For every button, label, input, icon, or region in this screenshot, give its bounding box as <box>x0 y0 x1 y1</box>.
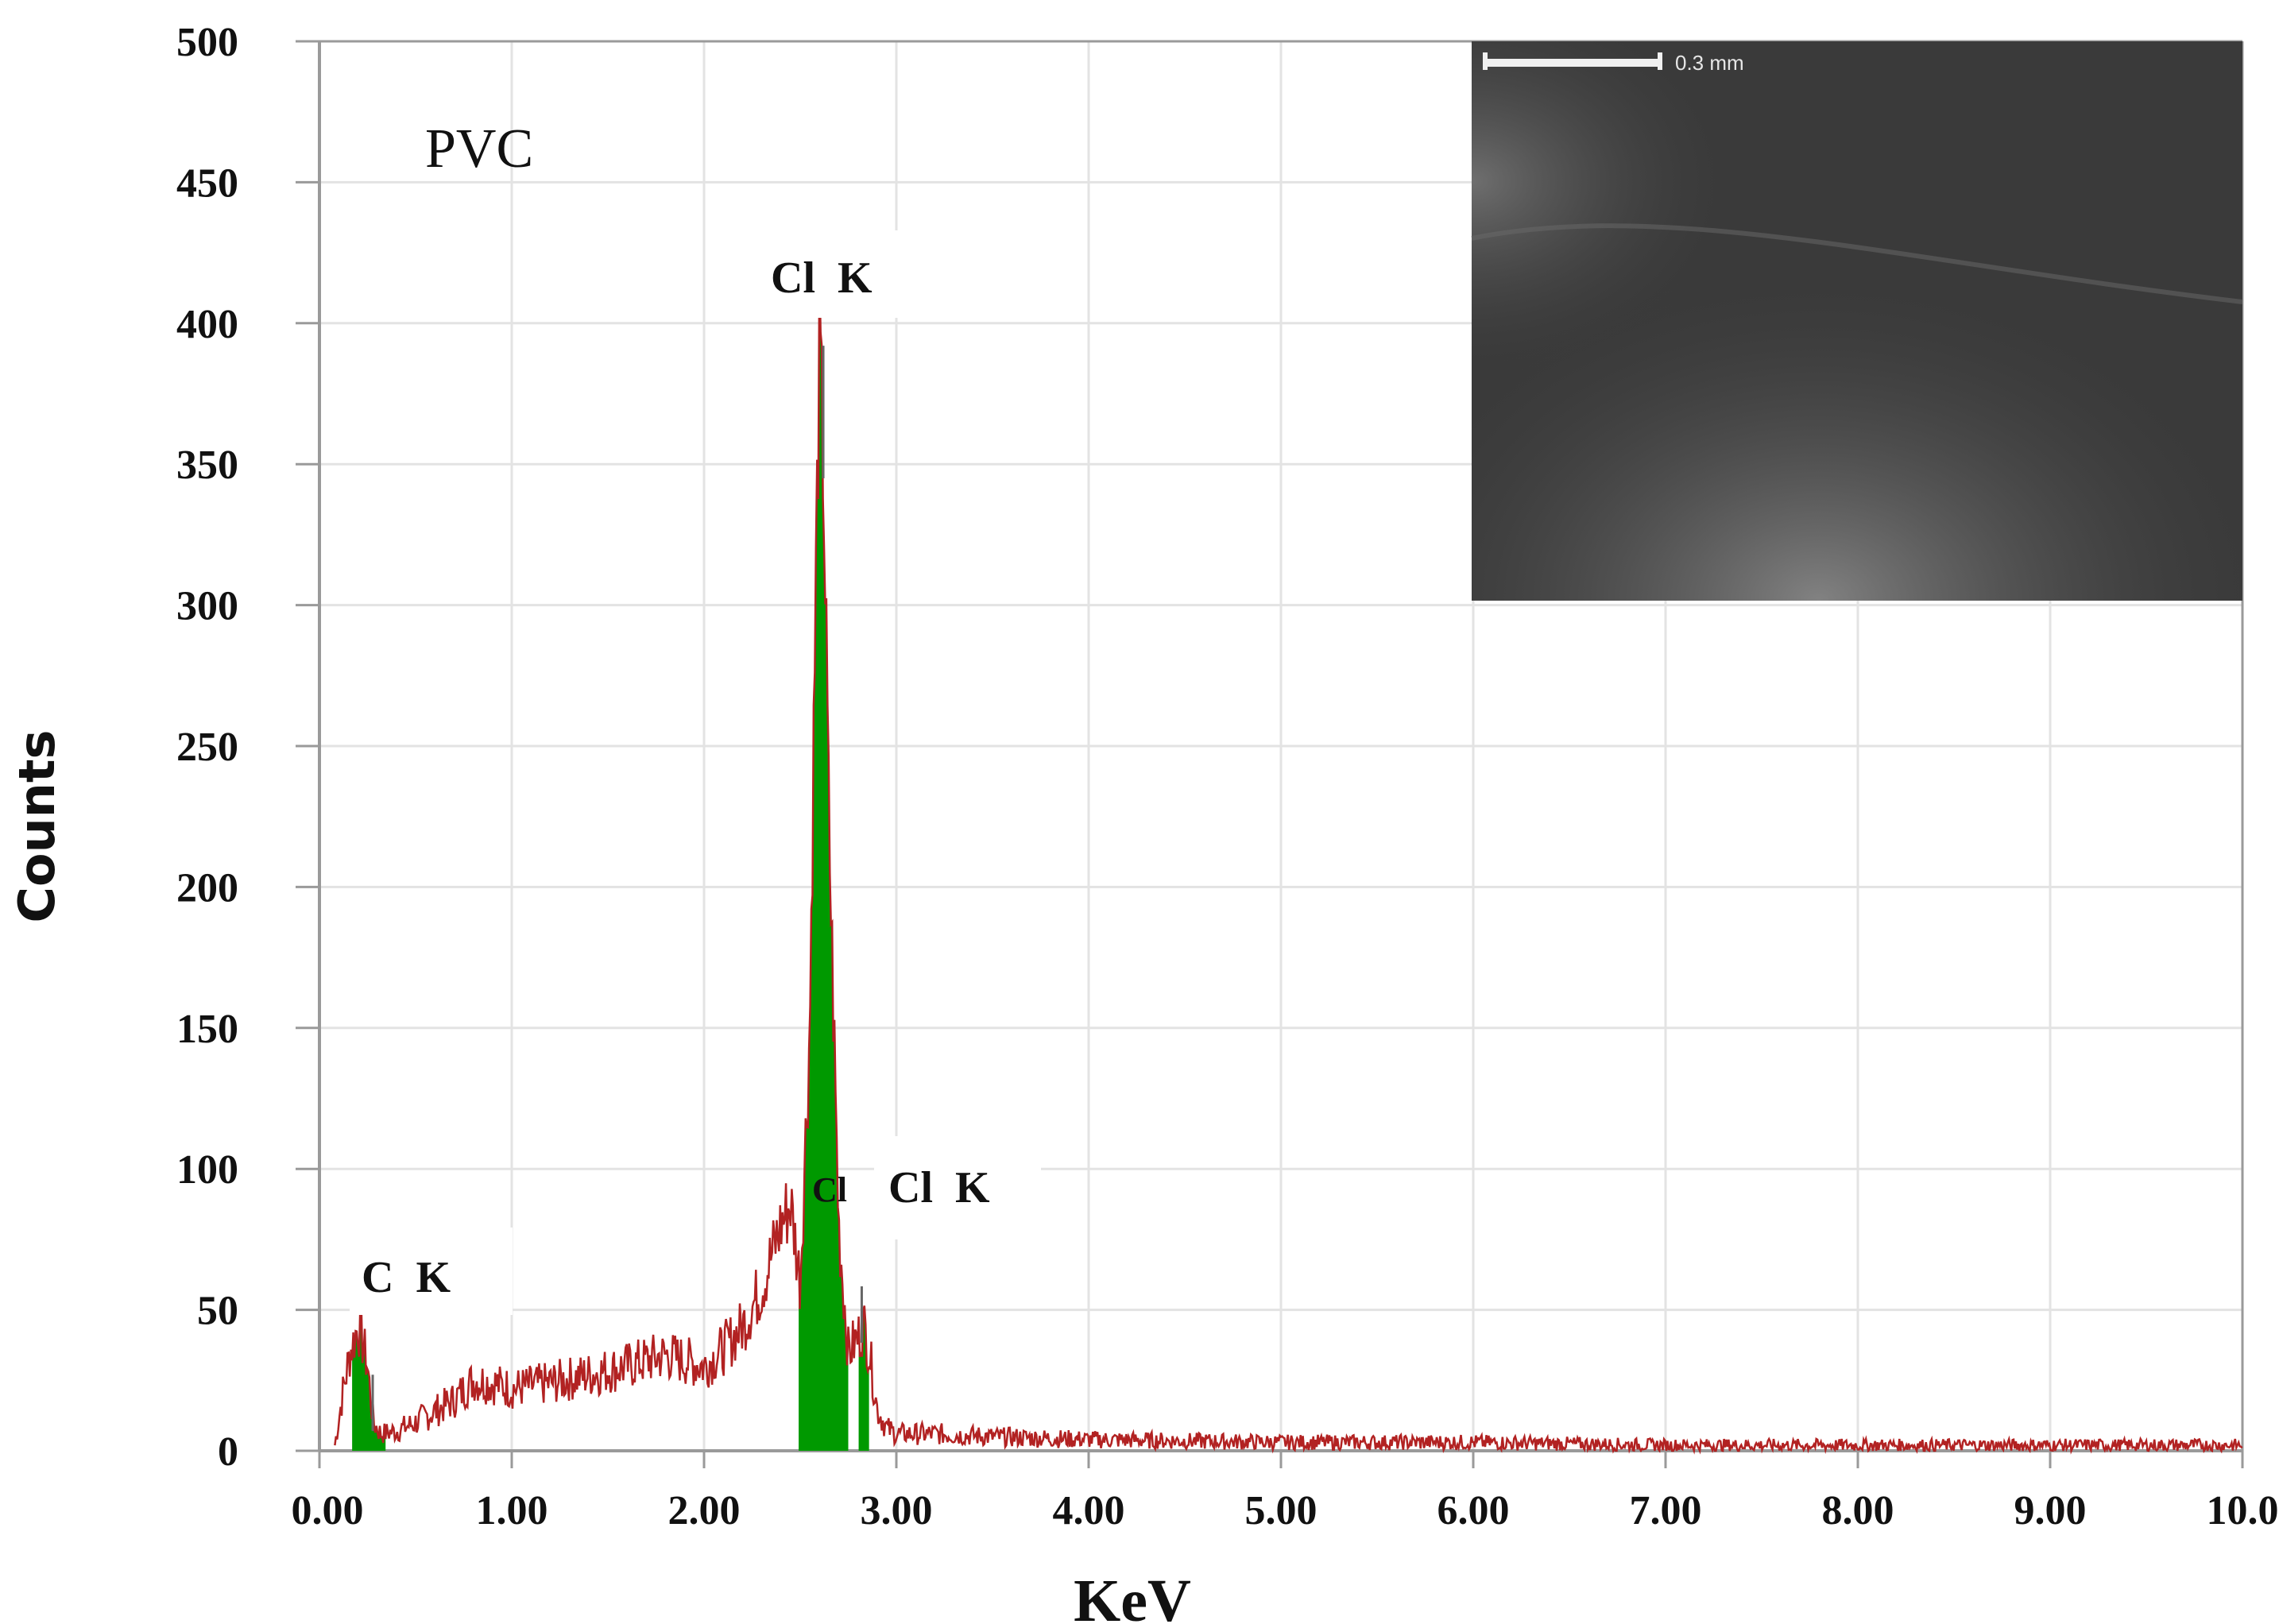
peak-label-c-k: C K <box>362 1253 451 1302</box>
x-tick-label-7: 7.00 <box>1630 1488 1702 1533</box>
x-axis-label: KeV <box>1074 1568 1191 1624</box>
scale-bar-tick-right <box>1658 52 1662 70</box>
peak-label-cl-k: Cl K <box>771 253 873 303</box>
x-tick-label-9: 9.00 <box>2014 1488 2087 1533</box>
y-tick-label-3: 150 <box>176 1007 238 1052</box>
x-tick-label-3: 3.00 <box>861 1488 933 1533</box>
x-tick-label-5: 5.00 <box>1245 1488 1317 1533</box>
x-tick-label-10: 10.0 <box>2207 1488 2279 1533</box>
y-tick-label-1: 50 <box>197 1289 238 1334</box>
scale-bar-label: 0.3 mm <box>1675 51 1744 75</box>
y-tick-label-4: 200 <box>176 865 238 911</box>
y-tick-label-7: 350 <box>176 443 238 488</box>
y-tick-label-10: 500 <box>176 20 238 65</box>
x-tick-label-6: 6.00 <box>1437 1488 1510 1533</box>
y-tick-label-2: 100 <box>176 1147 238 1193</box>
peak-marker-label-cl: Cl <box>812 1170 847 1209</box>
x-tick-label-2: 2.00 <box>668 1488 741 1533</box>
y-tick-label-0: 0 <box>218 1429 238 1475</box>
spectrum-line <box>334 268 2243 1455</box>
peak-fill-2 <box>858 1305 869 1451</box>
sample-label: PVC <box>425 118 533 180</box>
tick-labels: 0 50 100 150 200 250 300 350 400 450 500 0.00 1.00 2.… <box>176 20 2279 1533</box>
y-axis-label: Counts <box>8 730 66 923</box>
x-tick-label-8: 8.00 <box>1822 1488 1894 1533</box>
peak-markers <box>371 346 863 1432</box>
peak-fill-1 <box>799 268 849 1451</box>
x-tick-label-4: 4.00 <box>1053 1488 1125 1533</box>
y-tick-label-6: 300 <box>176 584 238 629</box>
scale-bar <box>1483 59 1662 67</box>
y-tick-label-8: 400 <box>176 302 238 347</box>
peak-label-bg-cl-small <box>874 1136 1041 1239</box>
sem-texture-streak <box>1471 223 2243 304</box>
sem-bright-edge-left <box>1472 41 2242 601</box>
x-tick-label-0: 0.00 <box>292 1488 364 1533</box>
peak-label-backgrounds <box>350 230 1041 1315</box>
peak-label-cl-k-beta: Cl K <box>888 1163 990 1212</box>
peak-label-bg-c <box>350 1228 513 1315</box>
y-tick-label-9: 450 <box>176 160 238 206</box>
sem-micrograph-inset: 0.3 mm <box>1471 41 2243 601</box>
spectrum-lines <box>334 268 2243 1455</box>
scale-bar-tick-left <box>1483 52 1488 70</box>
y-tick-label-5: 250 <box>176 725 238 770</box>
peak-label-bg-cl-main <box>737 230 928 318</box>
x-tick-label-1: 1.00 <box>476 1488 548 1533</box>
